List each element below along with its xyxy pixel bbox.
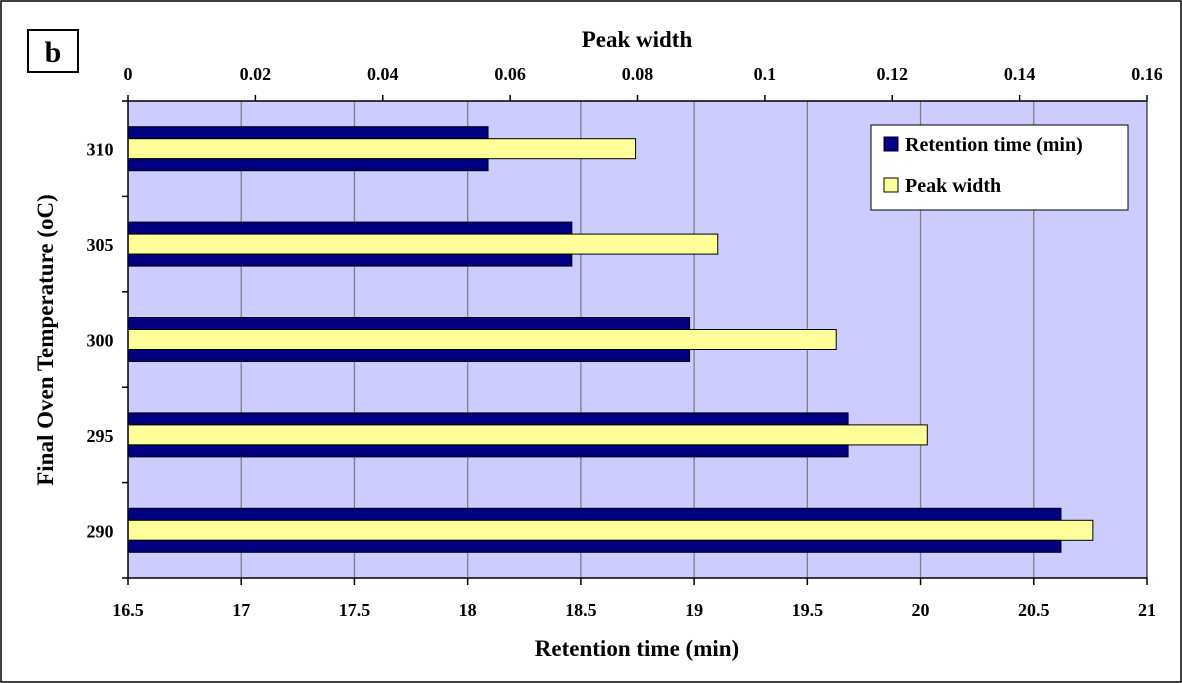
y-tick-label: 290 [87, 521, 114, 541]
bar-peak-width [127, 424, 928, 446]
x-bottom-tick-label: 18.5 [565, 600, 597, 620]
x-top-tick-label: 0.1 [754, 64, 777, 84]
bar-peak-width [127, 233, 719, 255]
x-bottom-tick-label: 16.5 [112, 600, 144, 620]
axis-ticks: 16.5 17 17.5 18 18.5 19 19.5 20 20.5 21 0 0.02 0.04 0… [87, 64, 1163, 620]
x-top-tick-label: 0.04 [367, 64, 399, 84]
x-bottom-tick-label: 19.5 [792, 600, 824, 620]
x-top-tick-label: 0 [124, 64, 133, 84]
legend-swatch-retention-time [883, 136, 899, 152]
x-bottom-tick-label: 20.5 [1018, 600, 1050, 620]
x-top-tick-label: 0.08 [622, 64, 654, 84]
x-bottom-tick-label: 18 [459, 600, 477, 620]
x-top-tick-label: 0.14 [1004, 64, 1036, 84]
y-tick-label: 310 [87, 140, 114, 160]
y-tick-label: 295 [87, 426, 114, 446]
panel-label-box: b [27, 29, 79, 73]
bar-retention-time-bottom [127, 539, 1062, 553]
legend-label-retention-time: Retention time (min) [905, 134, 1083, 156]
y-axis-title: Final Oven Temperature (oC) [33, 194, 58, 486]
x-bottom-tick-label: 19 [685, 600, 703, 620]
legend-box [870, 124, 1129, 211]
x-bottom-tick-label: 17.5 [339, 600, 371, 620]
bar-peak-width [127, 138, 637, 160]
x-top-tick-label: 0.06 [494, 64, 526, 84]
bar-retention-time-top [127, 412, 849, 426]
y-tick-label: 305 [87, 235, 114, 255]
bar-retention-time-bottom [127, 349, 691, 362]
bar-retention-time-top [127, 507, 1062, 521]
bar-retention-time-top [127, 126, 489, 140]
x-top-tick-label: 0.12 [877, 64, 909, 84]
x-bottom-tick-label: 17 [232, 600, 250, 620]
bar-retention-time-bottom [127, 158, 489, 172]
x-bottom-tick-label: 20 [912, 600, 930, 620]
top-axis-title: Peak width [582, 27, 693, 52]
legend-label-peak-width: Peak width [905, 175, 1001, 197]
bar-peak-width [127, 329, 837, 350]
legend-swatch-peak-width [883, 177, 899, 193]
bottom-axis-title: Retention time (min) [535, 636, 739, 661]
x-top-tick-label: 0.16 [1131, 64, 1163, 84]
x-top-tick-label: 0.02 [240, 64, 272, 84]
bar-retention-time-bottom [127, 444, 849, 458]
bar-retention-time-top [127, 221, 573, 235]
x-bottom-tick-label: 21 [1138, 600, 1156, 620]
y-tick-label: 300 [87, 331, 114, 351]
bar-retention-time-top [127, 317, 691, 330]
bar-peak-width [127, 519, 1094, 541]
bar-retention-time-bottom [127, 253, 573, 267]
panel-label: b [45, 36, 62, 69]
legend: Retention time (min) Peak width [870, 124, 1129, 211]
